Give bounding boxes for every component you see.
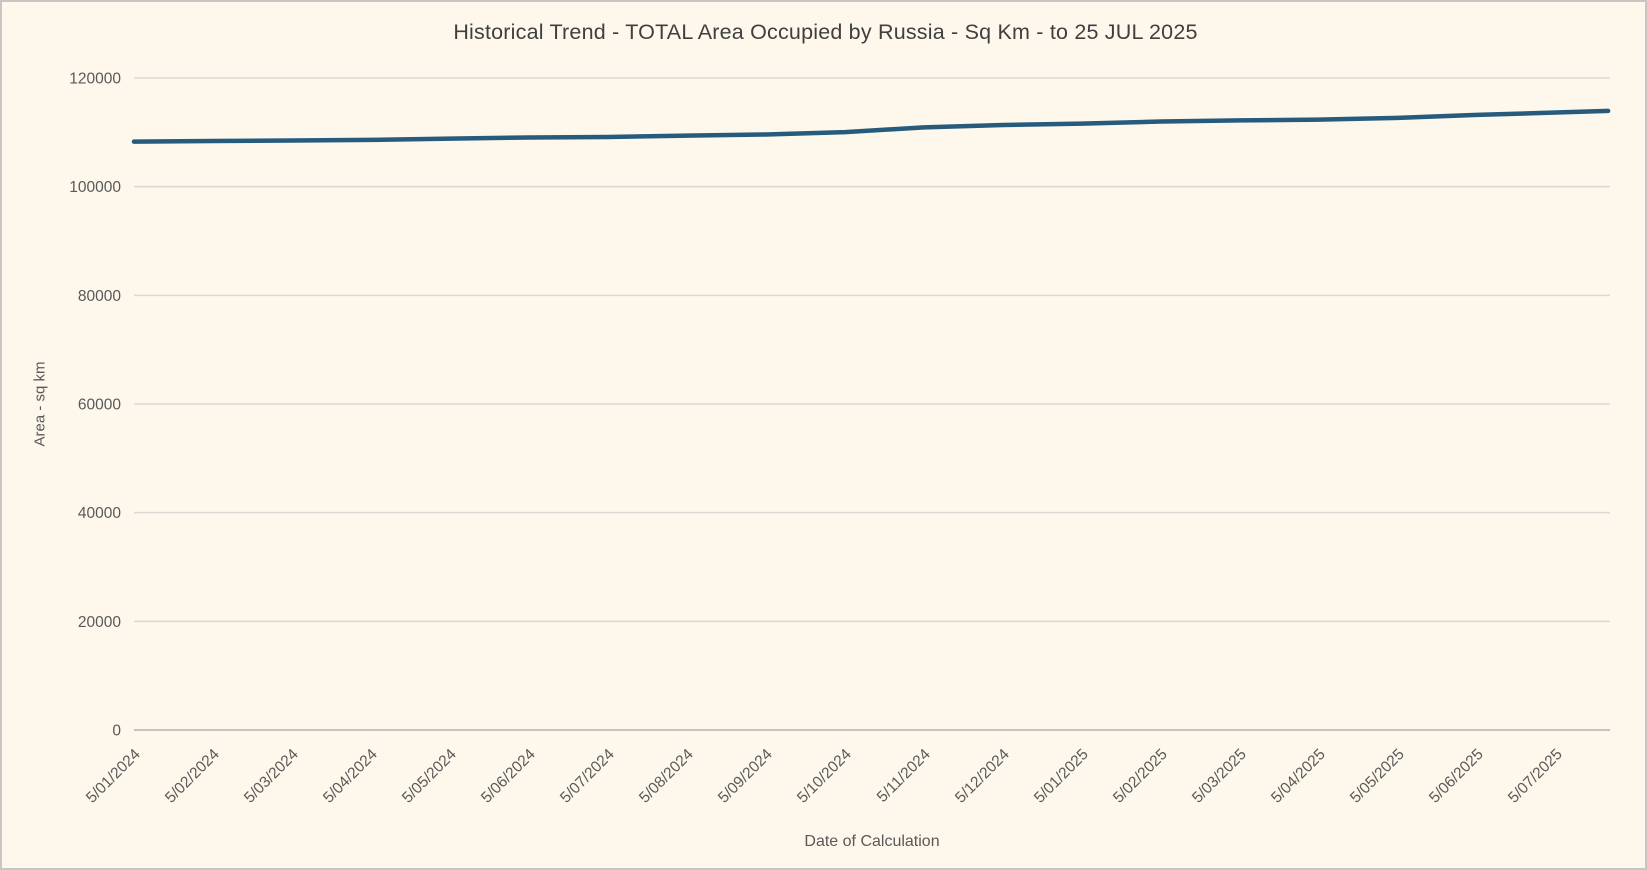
x-tick-label: 5/07/2025 xyxy=(1505,746,1566,807)
x-tick-label: 5/01/2024 xyxy=(83,746,144,807)
x-tick-label: 5/08/2024 xyxy=(636,746,697,807)
x-tick-label: 5/11/2024 xyxy=(874,746,934,806)
y-tick-label: 100000 xyxy=(69,179,121,196)
x-tick-label: 5/10/2024 xyxy=(794,746,855,807)
x-tick-label: 5/02/2025 xyxy=(1110,746,1171,807)
y-tick-label: 120000 xyxy=(69,71,121,88)
x-tick-label: 5/01/2025 xyxy=(1031,746,1092,807)
y-tick-label: 40000 xyxy=(78,505,121,522)
x-tick-label: 5/04/2024 xyxy=(320,746,381,807)
x-tick-label: 5/12/2024 xyxy=(952,746,1013,807)
x-tick-label: 5/06/2025 xyxy=(1426,746,1487,807)
y-tick-label: 20000 xyxy=(78,614,121,631)
trend-line xyxy=(131,108,1611,144)
x-tick-label: 5/03/2025 xyxy=(1189,746,1250,807)
y-tick-label: 60000 xyxy=(78,397,121,414)
x-tick-label: 5/02/2024 xyxy=(162,746,223,807)
chart-title: Historical Trend - TOTAL Area Occupied b… xyxy=(453,20,1198,44)
x-tick-label: 5/05/2025 xyxy=(1347,746,1408,807)
x-tick-label: 5/04/2025 xyxy=(1268,746,1329,807)
x-tick-label: 5/06/2024 xyxy=(478,746,539,807)
y-tick-label: 0 xyxy=(112,723,121,740)
x-tick-label: 5/07/2024 xyxy=(557,746,618,807)
y-tick-label: 80000 xyxy=(78,288,121,305)
x-tick-label: 5/09/2024 xyxy=(715,746,776,807)
x-tick-label: 5/03/2024 xyxy=(241,746,302,807)
x-axis-title: Date of Calculation xyxy=(804,833,940,850)
x-tick-label: 5/05/2024 xyxy=(399,746,460,807)
